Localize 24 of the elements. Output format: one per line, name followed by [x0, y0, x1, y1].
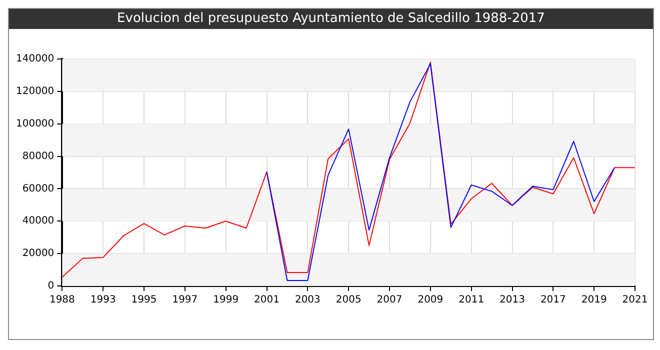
x-tick-label: 2007 [376, 294, 402, 306]
x-tick-label: 1993 [90, 294, 116, 306]
y-tick-label: 40000 [22, 216, 54, 227]
y-tick-label: 0 [48, 280, 54, 292]
x-tick-label: 2009 [418, 294, 444, 306]
chart-title: Evolucion del presupuesto Ayuntamiento de Salcedillo 1988-2017 [9, 9, 653, 29]
x-tick-label: 1995 [131, 294, 157, 306]
y-tick-label: 120000 [16, 86, 54, 98]
x-tick-label: 2019 [581, 294, 607, 306]
y-tick-label: 20000 [22, 248, 54, 260]
x-tick-label: 2021 [622, 294, 648, 306]
x-tick-label: 2013 [500, 294, 525, 306]
x-tick-label: 2011 [458, 294, 484, 306]
y-tick-label: 60000 [22, 183, 54, 194]
x-tick-label: 1997 [172, 294, 198, 306]
y-tick-label: 100000 [16, 118, 54, 130]
x-tick-label: 1999 [213, 294, 239, 306]
x-tick-label: 2017 [540, 294, 566, 306]
y-tick-label: 140000 [16, 54, 54, 65]
x-tick-label: 1988 [49, 294, 75, 306]
x-tick-label: 2001 [254, 294, 280, 306]
x-tick-label: 2005 [336, 294, 362, 306]
y-tick-label: 80000 [22, 150, 54, 162]
x-tick-label: 2003 [294, 294, 320, 306]
